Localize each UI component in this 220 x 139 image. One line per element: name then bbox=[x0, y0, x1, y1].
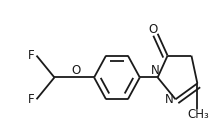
Text: F: F bbox=[28, 49, 35, 62]
Text: CH₃: CH₃ bbox=[187, 108, 209, 121]
Text: N: N bbox=[151, 64, 160, 77]
Text: O: O bbox=[72, 64, 81, 77]
Text: N: N bbox=[165, 93, 174, 106]
Text: O: O bbox=[148, 23, 157, 36]
Text: F: F bbox=[28, 93, 35, 106]
